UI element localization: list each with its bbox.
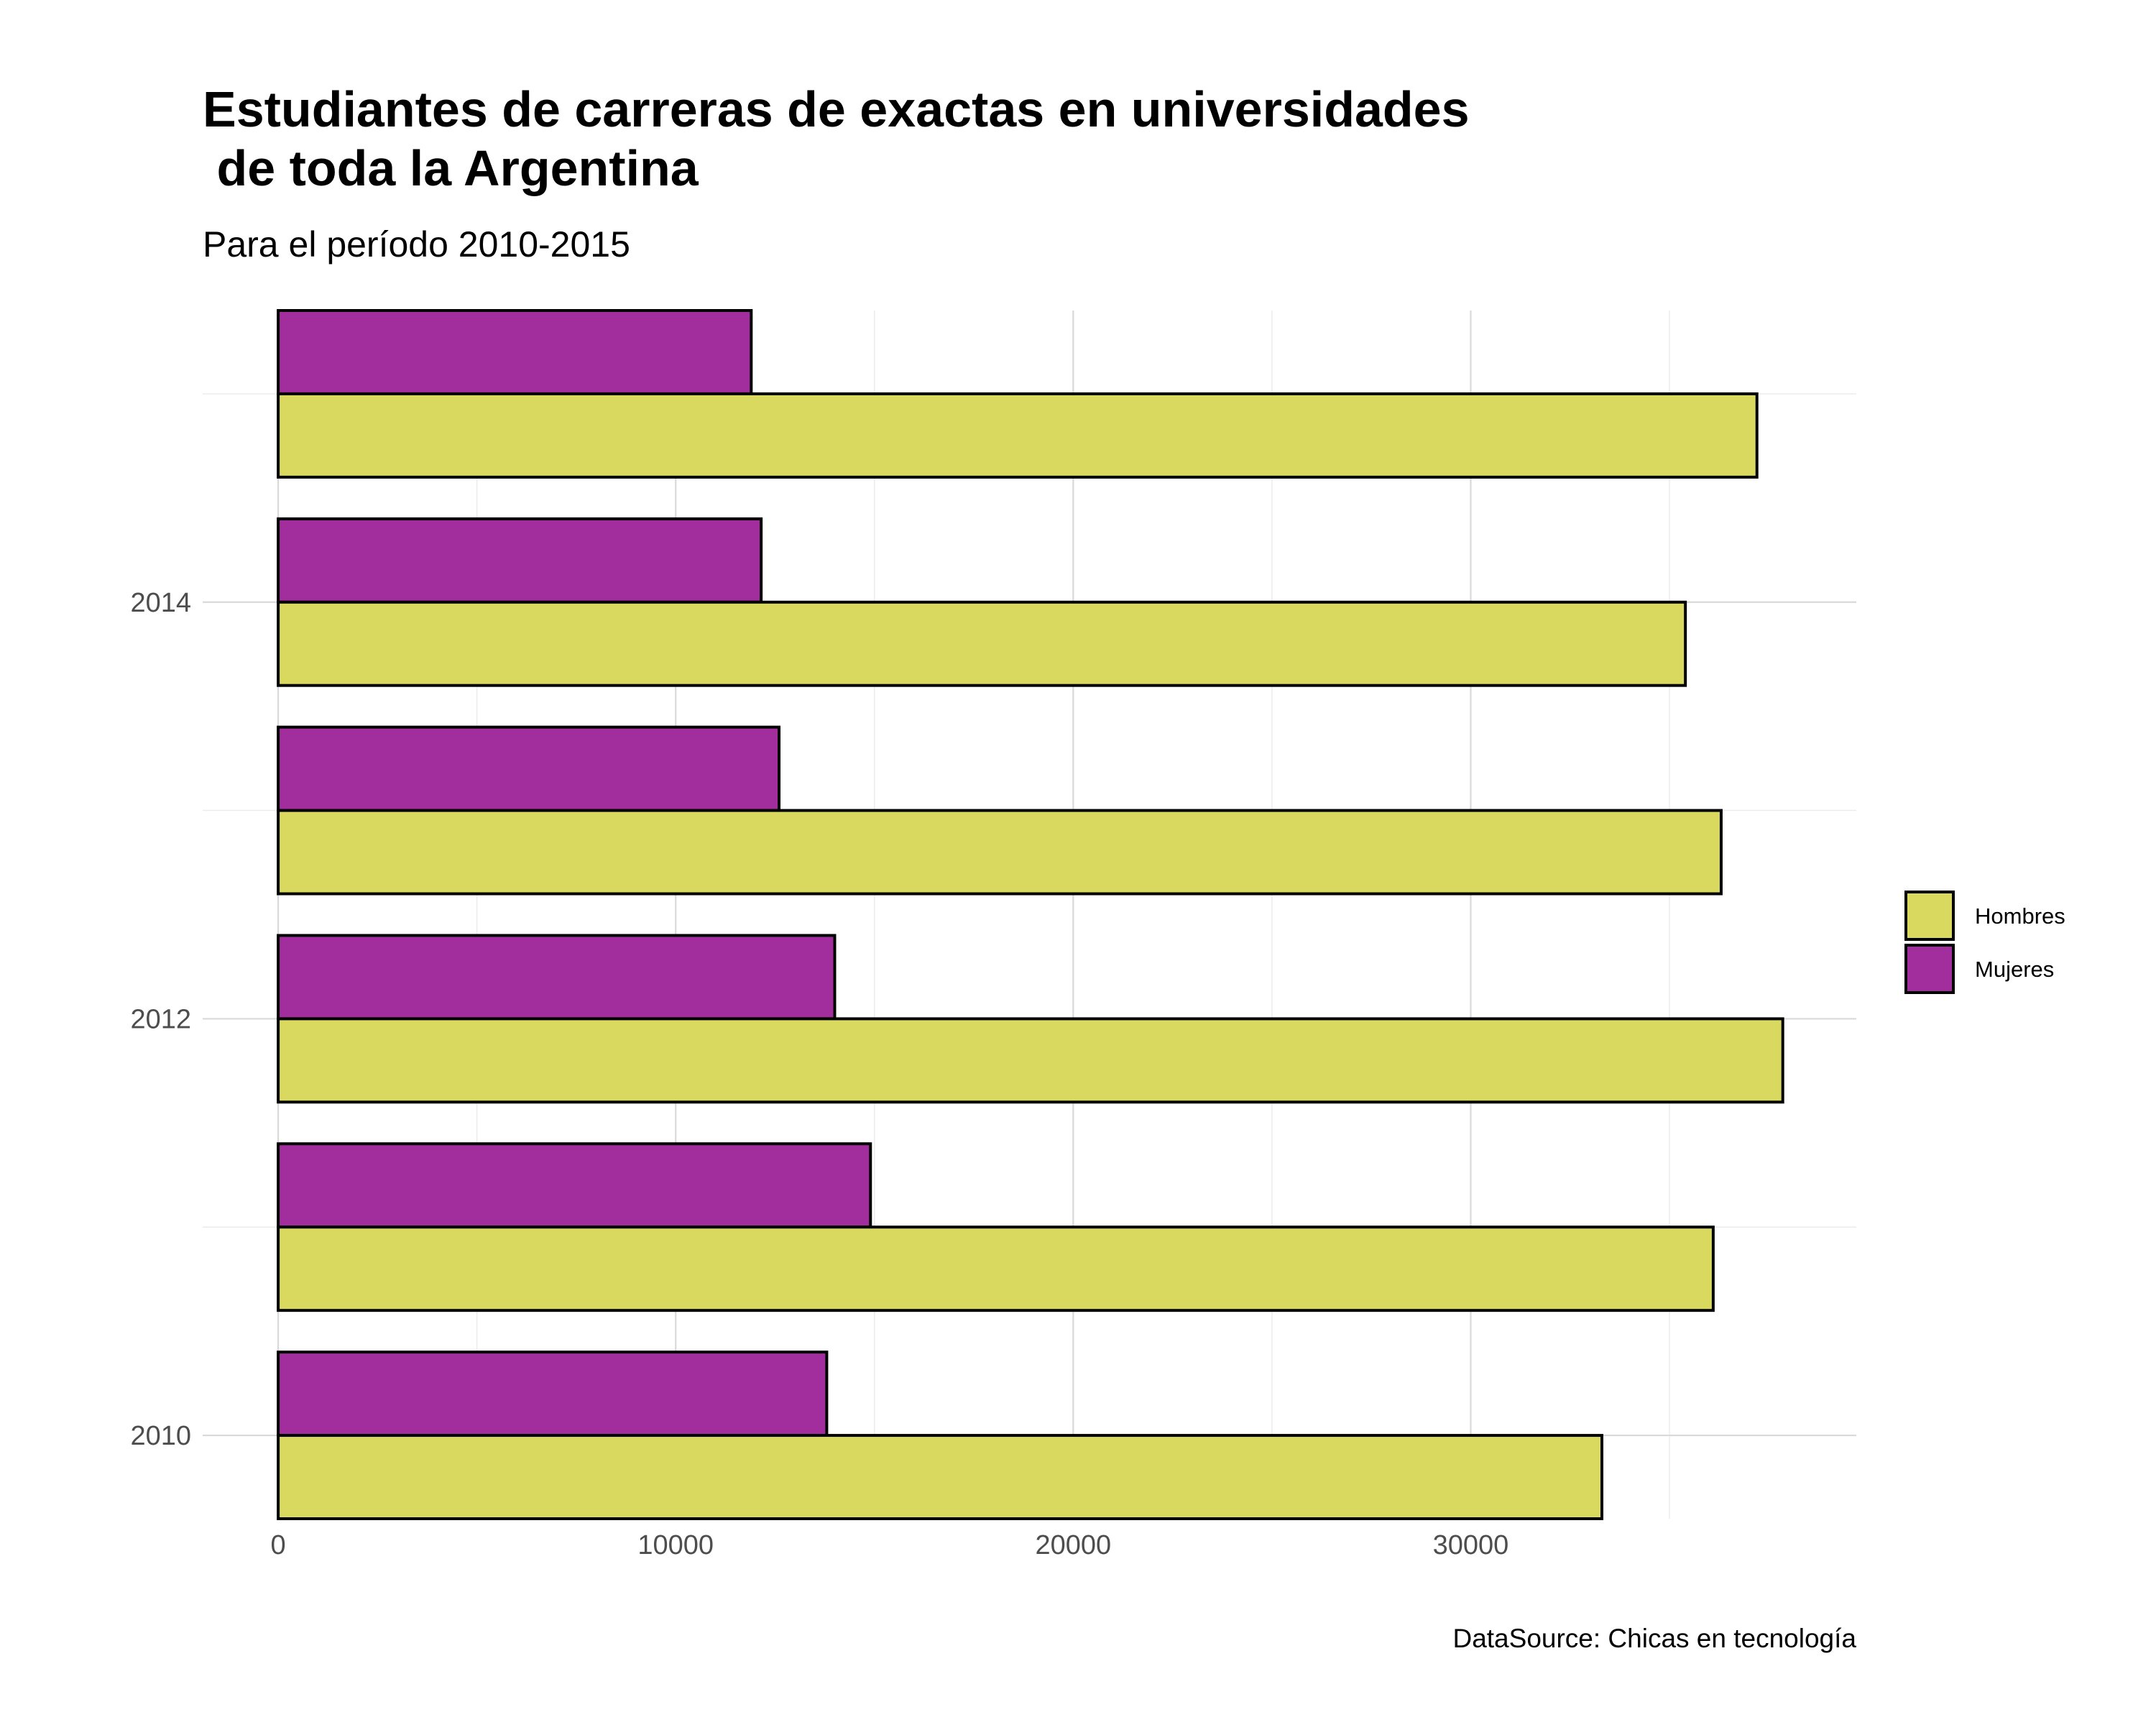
legend-key-hombres: [1904, 891, 1955, 941]
x-tick-label: 0: [271, 1530, 286, 1560]
bar-mujeres: [277, 309, 753, 395]
bar-hombres: [277, 809, 1723, 896]
legend-key-mujeres: [1904, 944, 1955, 994]
bar-mujeres: [277, 1142, 872, 1229]
bar-hombres: [277, 392, 1759, 479]
legend: Hombres Mujeres: [1904, 891, 2065, 994]
x-axis-ticks: 0 10000 20000 30000: [271, 1530, 1509, 1560]
y-tick-label: 2014: [130, 588, 191, 618]
x-tick-label: 20000: [1036, 1530, 1112, 1560]
grid: [203, 310, 1856, 1519]
chart-subtitle: Para el período 2010-2015: [203, 224, 630, 264]
bar-hombres: [277, 600, 1687, 687]
legend-label-mujeres: Mujeres: [1975, 957, 2054, 982]
x-tick-label: 30000: [1433, 1530, 1509, 1560]
y-axis-ticks: 2010 2012 2014: [130, 588, 191, 1451]
bar-mujeres: [277, 517, 763, 604]
bar-mujeres: [277, 725, 781, 812]
chart-caption: DataSource: Chicas en tecnología: [1452, 1624, 1856, 1653]
chart-title-line-1: Estudiantes de carreras de exactas en un…: [203, 81, 1470, 137]
y-tick-label: 2012: [130, 1004, 191, 1034]
y-tick-label: 2010: [130, 1421, 191, 1451]
bar-mujeres: [277, 1351, 829, 1438]
bar-hombres: [277, 1017, 1784, 1104]
bars: [277, 309, 1784, 1521]
legend-label-hombres: Hombres: [1975, 903, 2065, 929]
bar-hombres: [277, 1225, 1715, 1312]
x-tick-label: 10000: [637, 1530, 714, 1560]
bar-mujeres: [277, 934, 837, 1021]
bar-hombres: [277, 1434, 1603, 1521]
chart-title-line-2: de toda la Argentina: [203, 140, 699, 196]
